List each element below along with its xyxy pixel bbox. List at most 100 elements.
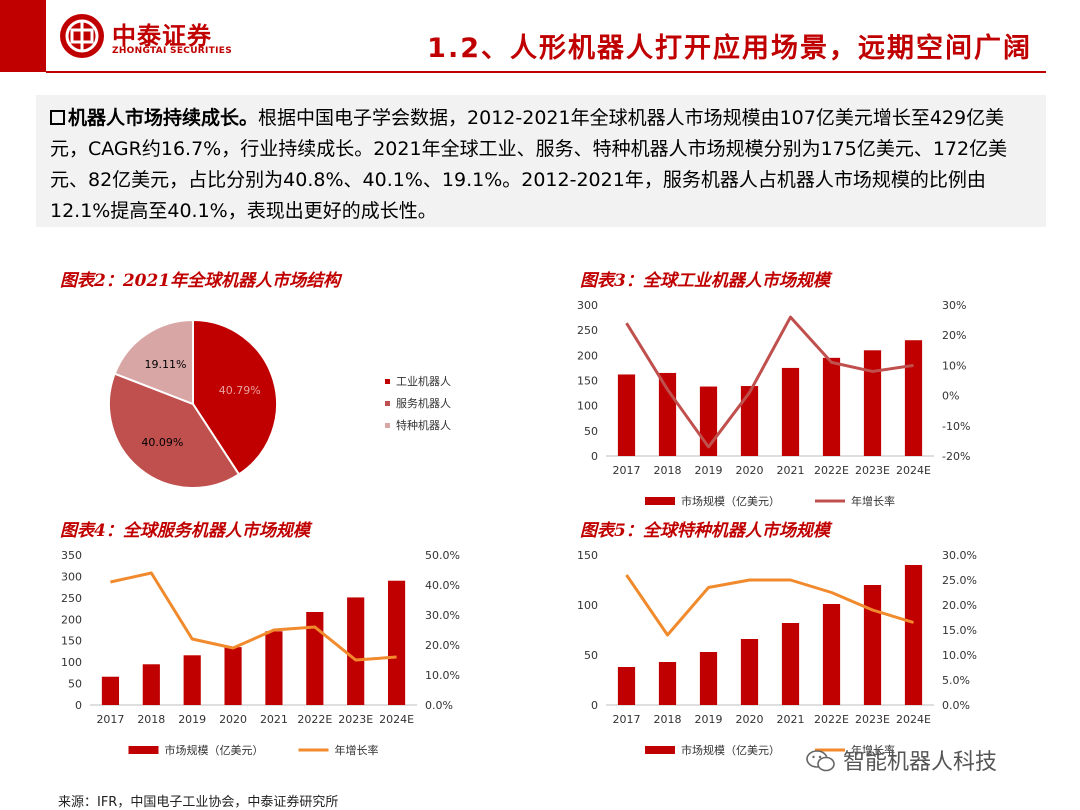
x-tick-label: 2019	[695, 464, 723, 477]
watermark-text: 智能机器人科技	[843, 750, 998, 775]
pie-data-label: 40.09%	[141, 436, 183, 449]
x-tick-label: 2017	[613, 464, 641, 477]
summary-body: 根据中国电子学会数据，2012-2021年全球机器人市场规模由107亿美元增长至…	[50, 107, 1008, 222]
source-note: 来源：IFR，中国电子工业协会，中泰证券研究所	[58, 795, 339, 810]
legend-bar-swatch	[128, 746, 159, 754]
x-tick-label: 2017	[613, 713, 641, 726]
legend-label: 特种机器人	[396, 418, 451, 432]
y-right-tick-label: 10%	[942, 359, 966, 372]
bar	[347, 597, 365, 705]
y-right-tick-label: 20.0%	[942, 599, 977, 612]
y-left-tick-label: 200	[577, 349, 598, 362]
logo-emblem-icon	[60, 14, 104, 58]
bar	[306, 612, 324, 705]
x-tick-label: 2020	[736, 713, 764, 726]
bar	[740, 639, 759, 705]
checkbox-square-icon	[50, 110, 65, 125]
x-tick-label: 2018	[137, 713, 165, 726]
x-tick-label: 2020	[736, 464, 764, 477]
summary-lead: 机器人市场持续成长。	[68, 107, 259, 129]
fig5-title: 图表5：全球特种机器人市场规模	[580, 521, 830, 541]
x-tick-label: 2018	[654, 464, 682, 477]
bar	[101, 676, 120, 705]
y-right-tick-label: 0.0%	[425, 699, 453, 712]
y-left-tick-label: 300	[577, 299, 598, 312]
company-logo: 中泰证券 ZHONGTAI SECURITIES	[60, 14, 240, 68]
y-left-tick-label: 100	[61, 656, 82, 669]
x-tick-label: 2023E	[855, 464, 890, 477]
y-right-tick-label: 50.0%	[425, 549, 460, 562]
y-left-tick-label: 100	[577, 599, 598, 612]
legend-label: 服务机器人	[396, 396, 451, 410]
y-left-tick-label: 50	[584, 425, 598, 438]
bar	[863, 585, 882, 705]
legend-label: 工业机器人	[396, 374, 451, 388]
x-tick-label: 2024E	[896, 464, 931, 477]
y-right-tick-label: 5.0%	[942, 674, 970, 687]
y-right-tick-label: 20%	[942, 329, 966, 342]
header-divider	[46, 71, 1046, 73]
bar	[387, 580, 406, 705]
x-tick-label: 2017	[96, 713, 124, 726]
y-left-tick-label: 150	[61, 635, 82, 648]
y-left-tick-label: 250	[577, 324, 598, 337]
fig4-bar-line-chart: 0 50 100 150 200 250 300 350 0.0% 10.0% 20.0% 30.0%…	[61, 549, 460, 757]
x-tick-label: 2020	[219, 713, 247, 726]
y-left-tick-label: 50	[584, 649, 598, 662]
wechat-icon	[806, 750, 835, 772]
bar	[781, 623, 800, 705]
bar	[699, 652, 718, 705]
legend-bar-swatch	[645, 497, 675, 505]
y-right-tick-label: 15.0%	[942, 624, 977, 637]
y-left-tick-label: 200	[61, 613, 82, 626]
bar	[781, 367, 800, 456]
header-accent-bar	[0, 0, 46, 72]
y-right-tick-label: 10.0%	[942, 649, 977, 662]
fig3-title: 图表3：全球工业机器人市场规模	[580, 271, 830, 291]
fig5-bar-line-chart: 0 50 100 150 0.0% 5.0% 10.0% 15.0% 20.0% 25.0% 30.…	[577, 549, 977, 757]
x-tick-label: 2019	[695, 713, 723, 726]
x-tick-label: 2018	[654, 713, 682, 726]
fig4-title: 图表4：全球服务机器人市场规模	[60, 521, 310, 541]
legend-line-label: 年增长率	[335, 743, 379, 757]
y-right-tick-label: 30.0%	[425, 609, 460, 622]
logo-text-en: ZHONGTAI SECURITIES	[112, 46, 232, 56]
x-tick-label: 2021	[777, 464, 805, 477]
bar	[658, 372, 677, 456]
legend-bar-label: 市场规模（亿美元）	[681, 494, 780, 508]
x-tick-label: 2024E	[379, 713, 414, 726]
bar	[142, 664, 160, 705]
bar	[904, 565, 923, 705]
bar	[265, 631, 283, 705]
x-tick-label: 2022E	[297, 713, 332, 726]
legend-line-label: 年增长率	[851, 743, 895, 757]
bar	[822, 357, 841, 456]
legend-bar-swatch	[645, 746, 675, 754]
bar	[617, 667, 636, 705]
bar	[740, 386, 759, 456]
growth-rate-line	[110, 571, 397, 662]
legend-bar-label: 市场规模（亿美元）	[681, 743, 780, 757]
x-tick-label: 2019	[178, 713, 206, 726]
bar	[183, 655, 201, 705]
legend-swatch	[385, 401, 390, 406]
growth-rate-line	[625, 315, 914, 449]
summary-box: 机器人市场持续成长。根据中国电子学会数据，2012-2021年全球机器人市场规模…	[36, 95, 1046, 227]
x-tick-label: 2021	[260, 713, 288, 726]
bar	[863, 350, 882, 456]
y-right-tick-label: 20.0%	[425, 639, 460, 652]
legend-swatch	[385, 379, 390, 384]
page-title: 1.2、人形机器人打开应用场景，远期空间广阔	[427, 33, 1032, 64]
y-left-tick-label: 0	[591, 450, 598, 463]
fig2-title: 图表2：2021年全球机器人市场结构	[60, 271, 341, 291]
y-right-tick-label: 30.0%	[942, 549, 977, 562]
growth-rate-line	[625, 574, 914, 637]
y-left-tick-label: 0	[591, 699, 598, 712]
bar	[658, 662, 677, 705]
y-left-tick-label: 300	[61, 570, 82, 583]
y-left-tick-label: 350	[61, 549, 82, 562]
x-tick-label: 2022E	[814, 464, 849, 477]
y-left-tick-label: 50	[68, 678, 82, 691]
pie-data-label: 40.79%	[219, 384, 261, 397]
bar	[822, 604, 841, 705]
